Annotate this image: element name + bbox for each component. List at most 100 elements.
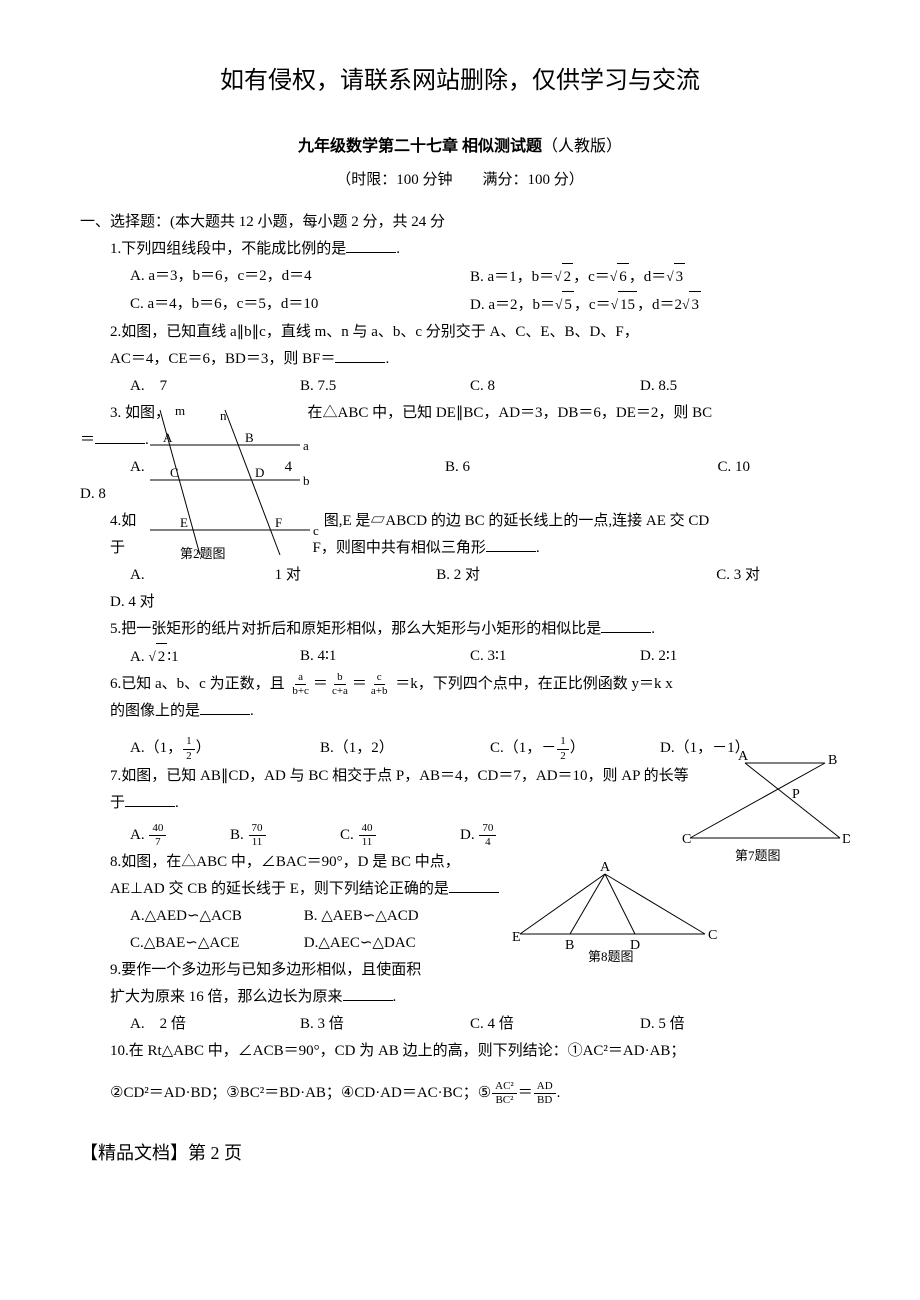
blank [125,792,175,807]
q9-optA: A. 2 倍 [130,1011,300,1038]
svg-text:A: A [600,860,611,875]
q7-text: 7.如图，已知 AB∥CD，AD 与 BC 相交于点 P，AB＝4，CD＝7，A… [110,768,689,784]
q7-optB: B. 7011 [230,822,340,849]
title-bold: 九年级数学第二十七章 相似测试题 [298,138,542,155]
q4-optD: D. 4 对 [110,589,840,616]
q8-optD: D.△AEC∽△DAC [304,935,416,951]
svg-text:C: C [170,465,179,480]
q6-optA: A.（1，12） [130,735,320,762]
question-2: 2.如图，已知直线 a∥b∥c，直线 m、n 与 a、b、c 分别交于 A、C、… [110,319,840,346]
page-footer: 【精品文档】第 2 页 [80,1137,840,1169]
q3-optB: B. 6 [310,454,530,481]
blank [486,537,536,552]
blank [200,700,250,715]
q7-optC: C. 4011 [340,822,460,849]
q7-optD: D. 704 [460,822,497,849]
svg-text:A: A [738,749,749,764]
page-title: 九年级数学第二十七章 相似测试题（人教版） [80,133,840,162]
q4-optA: A.1 对 [130,562,320,589]
q2-optD: D. 8.5 [640,373,677,400]
q8-optC: C.△BAE∽△ACE [130,930,300,957]
question-9: 9.要作一个多边形与已知多边形相似，且使面积 [110,957,840,984]
q2-optC: C. 8 [470,373,640,400]
q5-optA: A. 2∶1 [130,643,300,671]
blank [346,238,396,253]
question-10-line2: ②CD²＝AD·BD；③BC²＝BD·AB；④CD·AD＝AC·BC；⑤AC²B… [110,1080,840,1107]
q9-text: 9.要作一个多边形与已知多边形相似，且使面积 [110,962,421,978]
q9-optC: C. 4 倍 [470,1011,640,1038]
q8-text: 8.如图，在△ABC 中，∠BAC＝90°，D 是 BC 中点， [110,854,460,870]
q8-optB: B. △AEB∽△ACD [304,908,419,924]
q6-text-pre: 6.已知 a、b、c 为正数，且 [110,676,285,692]
question-9-line2: 扩大为原来 16 倍，那么边长为原来. [110,984,840,1011]
q4-text-post: 图,E 是▱ABCD 的边 BC 的延长线上的一点,连接 AE 交 CD [324,513,709,529]
q2-text: 2.如图，已知直线 a∥b∥c，直线 m、n 与 a、b、c 分别交于 A、C、… [110,324,639,340]
q4-text-pre: 4.如 [110,513,136,529]
svg-text:n: n [220,408,227,423]
q5-optB: B. 4∶1 [300,643,470,671]
q5-text: 5.把一张矩形的纸片对折后和原矩形相似，那么大矩形与小矩形的相似比是 [110,621,601,637]
q10-text2-pre: ②CD²＝AD·BD；③BC²＝BD·AB；④CD·AD＝AC·BC；⑤ [110,1085,491,1101]
question-1: 1.下列四组线段中，不能成比例的是. [110,236,840,263]
q8-optA: A.△AED∽△ACB [130,903,300,930]
q2-optA: A. 7 [130,373,300,400]
q3-optC: C. 10 [530,454,750,481]
q8-text2: AE⊥AD 交 CB 的延长线于 E，则下列结论正确的是 [110,881,449,897]
q9-text2: 扩大为原来 16 倍，那么边长为原来 [110,989,343,1005]
q6-optC: C.（1，－12） [490,735,660,762]
svg-text:B: B [245,430,254,445]
q1-optB: B. a＝1，b＝2，c＝6，d＝3 [470,263,685,291]
blank [601,618,651,633]
blank [335,348,385,363]
title-normal: （人教版） [542,138,622,155]
blank [343,986,393,1001]
svg-text:a: a [303,438,309,453]
blank [449,878,499,893]
question-6: 6.已知 a、b、c 为正数，且 ab+c＝bc+a＝ca+b ＝k，下列四个点… [110,671,840,698]
question-4-line2: 于 F，则图中共有相似三角形. [110,535,840,562]
question-8: 8.如图，在△ABC 中，∠BAC＝90°，D 是 BC 中点， [110,849,840,876]
svg-text:B: B [828,753,837,768]
svg-text:C: C [708,928,717,943]
svg-text:D: D [255,465,264,480]
q4-optB: B. 2 对 [320,562,530,589]
section-heading: 一、选择题：(本大题共 12 小题，每小题 2 分，共 24 分 [80,209,840,236]
question-2-line2: AC＝4，CE＝6，BD＝3，则 BF＝. [110,346,840,373]
question-5: 5.把一张矩形的纸片对折后和原矩形相似，那么大矩形与小矩形的相似比是. [110,616,840,643]
q1-optD: D. a＝2，b＝5，c＝15，d＝23 [470,291,701,319]
q9-optD: D. 5 倍 [640,1011,685,1038]
q6-optB: B.（1，2） [320,735,490,762]
q2-text2: AC＝4，CE＝6，BD＝3，则 BF＝ [110,351,335,367]
question-4: 4.如 图,E 是▱ABCD 的边 BC 的延长线上的一点,连接 AE 交 CD [110,508,840,535]
question-8-line2: AE⊥AD 交 CB 的延长线于 E，则下列结论正确的是 [110,876,840,903]
diagram-q8: A E B D C 第8题图 [510,859,720,964]
q1-optA: A. a＝3，b＝6，c＝2，d＝4 [130,263,470,291]
svg-text:C: C [682,832,691,847]
svg-text:b: b [303,473,310,488]
q4-optC: C. 3 对 [530,562,760,589]
q4-text2-pre: 于 [110,540,125,556]
q1-text: 1.下列四组线段中，不能成比例的是 [110,241,346,257]
q1-optC: C. a＝4，b＝6，c＝5，d＝10 [130,291,470,319]
q6-text2: 的图像上的是 [110,703,200,719]
q10-text2-post: . [557,1085,561,1101]
q4-text2-post: F，则图中共有相似三角形 [313,540,486,556]
header-notice: 如有侵权，请联系网站删除，仅供学习与交流 [80,60,840,103]
question-6-line2: 的图像上的是. [110,698,840,725]
svg-text:P: P [792,787,800,802]
q9-optB: B. 3 倍 [300,1011,470,1038]
q6-text-post: ＝k，下列四个点中，在正比例函数 y＝k x [395,676,673,692]
q7-text2: 于 [110,795,125,811]
q3-text-post: 在△ABC 中，已知 DE∥BC，AD＝3，DB＝6，DE＝2，则 BC [308,405,713,421]
svg-text:E: E [512,930,521,945]
question-10: 10.在 Rt△ABC 中，∠ACB＝90°，CD 为 AB 边上的高，则下列结… [110,1038,840,1065]
svg-text:m: m [175,403,185,418]
subtitle: （时限：100 分钟 满分：100 分） [80,167,840,194]
svg-text:D: D [842,832,850,847]
svg-text:A: A [163,430,173,445]
q5-optD: D. 2∶1 [640,643,677,671]
q7-optA: A. 407 [130,822,230,849]
svg-text:B: B [565,938,574,953]
q2-optB: B. 7.5 [300,373,470,400]
q5-optC: C. 3∶1 [470,643,640,671]
